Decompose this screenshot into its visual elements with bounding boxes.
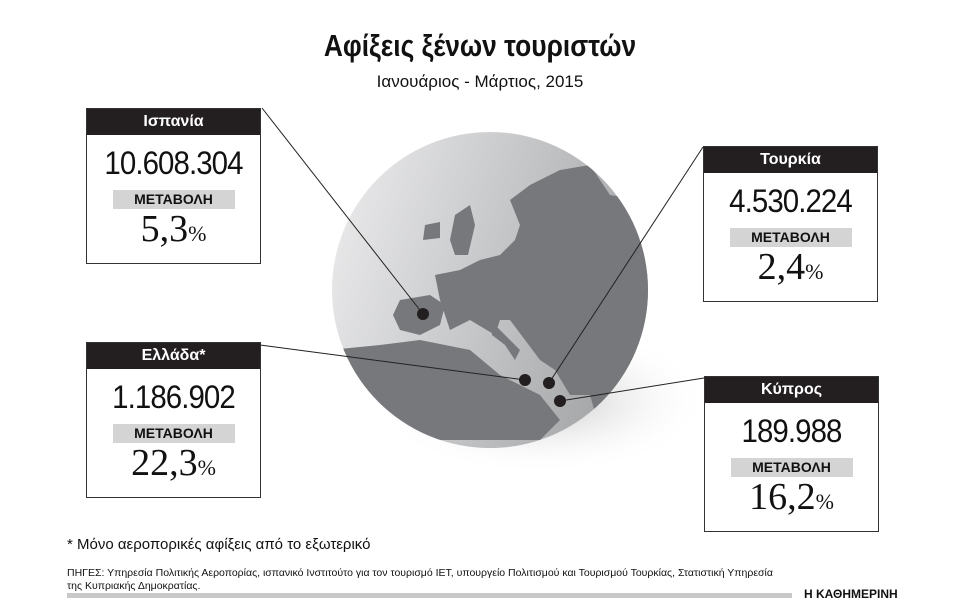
page-title: Αφίξεις ξένων τουριστών: [323, 28, 637, 63]
brand-logo: Η ΚΑΘΗΜΕΡΙΝΗ: [804, 587, 898, 600]
country-box-greece: Ελλάδα* 1.186.902 ΜΕΤΑΒΟΛΗ 22,3%: [86, 342, 261, 498]
country-box-spain: Ισπανία 10.608.304 ΜΕΤΑΒΟΛΗ 5,3%: [86, 108, 261, 264]
country-name: Ελλάδα*: [87, 343, 260, 369]
marker-turkey: [543, 377, 555, 389]
arrivals-value: 1.186.902: [112, 379, 236, 415]
country-box-turkey: Τουρκία 4.530.224 ΜΕΤΑΒΟΛΗ 2,4%: [703, 146, 878, 302]
sources: ΠΗΓΕΣ: Υπηρεσία Πολιτικής Αεροπορίας, ισ…: [67, 567, 773, 592]
footer-bar: [67, 593, 792, 598]
arrivals-value: 4.530.224: [729, 183, 853, 219]
country-name: Τουρκία: [704, 147, 877, 173]
arrivals-value: 189.988: [741, 413, 843, 449]
change-value: 22,3%: [131, 442, 216, 484]
change-value: 16,2%: [749, 476, 834, 518]
marker-greece: [519, 374, 531, 386]
change-label: ΜΕΤΑΒΟΛΗ: [112, 190, 235, 209]
change-label: ΜΕΤΑΒΟΛΗ: [730, 458, 853, 477]
change-value: 2,4%: [757, 246, 824, 288]
subtitle: Ιανουάριος - Μάρτιος, 2015: [376, 72, 584, 91]
marker-spain: [417, 308, 429, 320]
change-value: 5,3%: [140, 208, 207, 250]
country-name: Κύπρος: [705, 377, 878, 403]
arrivals-value: 10.608.304: [104, 145, 243, 181]
change-label: ΜΕΤΑΒΟΛΗ: [112, 424, 235, 443]
change-label: ΜΕΤΑΒΟΛΗ: [729, 228, 852, 247]
leader-lines: [259, 107, 705, 402]
footnote: * Μόνο αεροπορικές αφίξεις από το εξωτερ…: [67, 536, 371, 553]
marker-cyprus: [554, 395, 566, 407]
country-name: Ισπανία: [87, 109, 260, 135]
country-box-cyprus: Κύπρος 189.988 ΜΕΤΑΒΟΛΗ 16,2%: [704, 376, 879, 532]
